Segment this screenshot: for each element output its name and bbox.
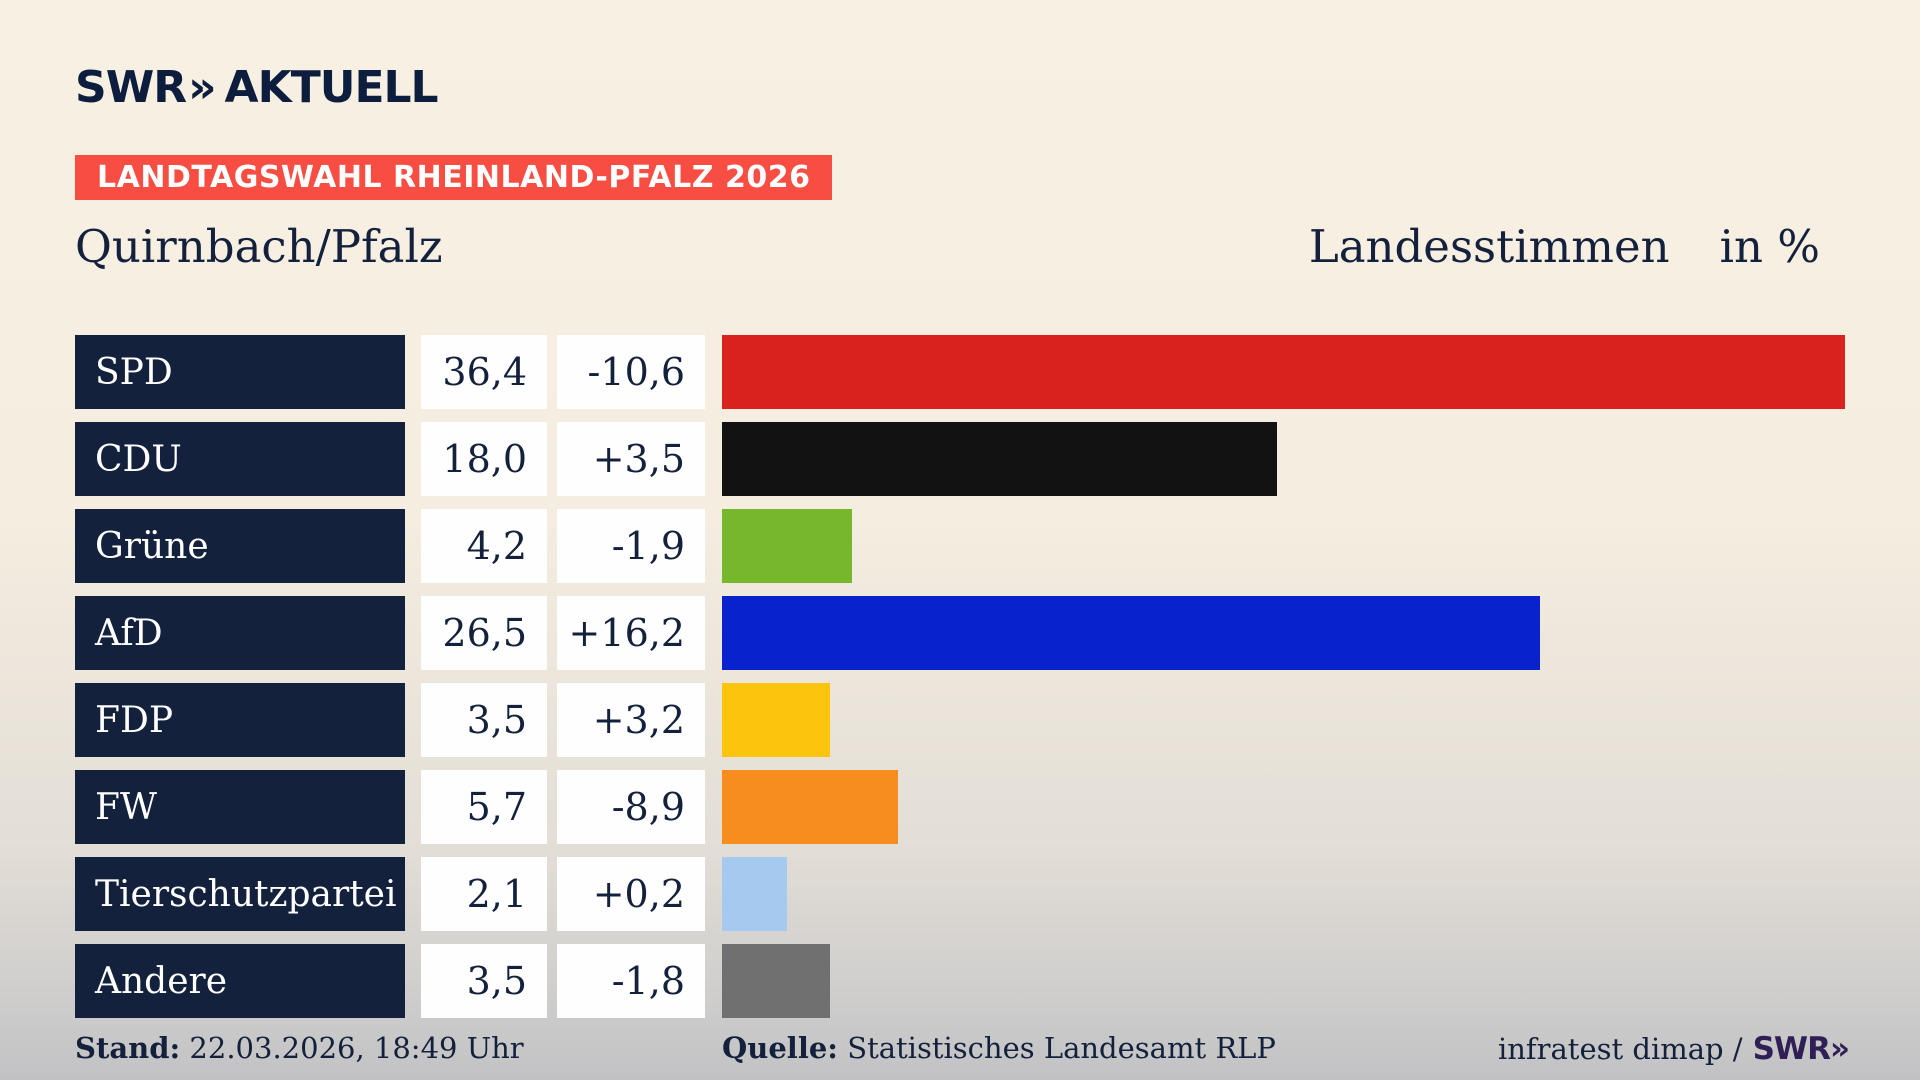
- cell-gap: [705, 857, 722, 931]
- bar-track: [722, 335, 1845, 409]
- cell-gap: [405, 509, 421, 583]
- table-row: FDP 3,5 +3,2: [75, 683, 1845, 757]
- bar-track: [722, 944, 1845, 1018]
- table-row: Tierschutzpartei 2,1 +0,2: [75, 857, 1845, 931]
- footer-stand: Stand: 22.03.2026, 18:49 Uhr: [75, 1031, 524, 1065]
- bar-track: [722, 422, 1845, 496]
- cell-gap: [705, 944, 722, 1018]
- cell-gap: [405, 335, 421, 409]
- swr-aktuell-logo: SWR » AKTUELL: [75, 62, 439, 113]
- cell-gap: [705, 770, 722, 844]
- value-cell: 18,0: [421, 422, 547, 496]
- value-cell: 5,7: [421, 770, 547, 844]
- bar-SPD: [722, 335, 1845, 409]
- change-cell: -10,6: [557, 335, 705, 409]
- table-row: SPD 36,4 -10,6: [75, 335, 1845, 409]
- change-cell: -1,9: [557, 509, 705, 583]
- swr-logo-chevrons-icon: »: [188, 62, 217, 113]
- cell-gap: [705, 596, 722, 670]
- cell-gap: [405, 422, 421, 496]
- aktuell-logo-text: AKTUELL: [224, 62, 439, 113]
- bar-track: [722, 857, 1845, 931]
- change-cell: +16,2: [557, 596, 705, 670]
- stand-label: Stand:: [75, 1031, 181, 1065]
- cell-gap: [405, 857, 421, 931]
- cell-gap: [405, 944, 421, 1018]
- bar-AfD: [722, 596, 1540, 670]
- party-label-cell: AfD: [75, 596, 405, 670]
- quelle-value: Statistisches Landesamt RLP: [847, 1031, 1276, 1065]
- cell-gap: [405, 683, 421, 757]
- bar-Grüne: [722, 509, 852, 583]
- swr-footer-logo-chevrons-icon: »: [1829, 1031, 1850, 1067]
- table-row: AfD 26,5 +16,2: [75, 596, 1845, 670]
- swr-logo-text: SWR: [75, 62, 187, 113]
- value-cell: 4,2: [421, 509, 547, 583]
- party-label-cell: Tierschutzpartei: [75, 857, 405, 931]
- bar-track: [722, 596, 1845, 670]
- party-label-cell: Grüne: [75, 509, 405, 583]
- cell-gap: [405, 596, 421, 670]
- value-cell: 3,5: [421, 683, 547, 757]
- table-row: CDU 18,0 +3,5: [75, 422, 1845, 496]
- change-cell: +3,2: [557, 683, 705, 757]
- unit-label: in %: [1719, 220, 1820, 273]
- change-cell: -1,8: [557, 944, 705, 1018]
- table-row: Andere 3,5 -1,8: [75, 944, 1845, 1018]
- table-row: FW 5,7 -8,9: [75, 770, 1845, 844]
- party-label-cell: FW: [75, 770, 405, 844]
- cell-gap: [705, 335, 722, 409]
- party-label-cell: CDU: [75, 422, 405, 496]
- bar-track: [722, 683, 1845, 757]
- change-cell: +0,2: [557, 857, 705, 931]
- cell-gap: [547, 857, 557, 931]
- cell-gap: [547, 509, 557, 583]
- bar-CDU: [722, 422, 1278, 496]
- party-label-cell: FDP: [75, 683, 405, 757]
- results-table: SPD 36,4 -10,6 CDU 18,0 +3,5 Grüne 4,2 -…: [75, 335, 1845, 1031]
- stand-value: 22.03.2026, 18:49 Uhr: [189, 1031, 524, 1065]
- bar-Tierschutzpartei: [722, 857, 787, 931]
- party-label-cell: SPD: [75, 335, 405, 409]
- cell-gap: [547, 683, 557, 757]
- value-cell: 26,5: [421, 596, 547, 670]
- quelle-label: Quelle:: [722, 1031, 838, 1065]
- cell-gap: [547, 596, 557, 670]
- cell-gap: [705, 422, 722, 496]
- cell-gap: [405, 770, 421, 844]
- cell-gap: [705, 509, 722, 583]
- credit-text: infratest dimap /: [1497, 1032, 1743, 1066]
- bar-track: [722, 770, 1845, 844]
- cell-gap: [705, 683, 722, 757]
- value-cell: 2,1: [421, 857, 547, 931]
- measure-label: Landesstimmen: [1308, 220, 1670, 273]
- cell-gap: [547, 422, 557, 496]
- swr-footer-logo: SWR»: [1752, 1031, 1850, 1067]
- measure-title: Landesstimmen in %: [1309, 220, 1820, 273]
- swr-footer-logo-text: SWR: [1752, 1031, 1831, 1067]
- table-row: Grüne 4,2 -1,9: [75, 509, 1845, 583]
- cell-gap: [547, 944, 557, 1018]
- change-cell: +3,5: [557, 422, 705, 496]
- election-banner: LANDTAGSWAHL RHEINLAND-PFALZ 2026: [75, 155, 833, 200]
- bar-FDP: [722, 683, 830, 757]
- cell-gap: [547, 335, 557, 409]
- party-label-cell: Andere: [75, 944, 405, 1018]
- value-cell: 3,5: [421, 944, 547, 1018]
- footer-credit: infratest dimap / SWR»: [1497, 1031, 1850, 1067]
- municipality-title: Quirnbach/Pfalz: [75, 220, 443, 273]
- bar-FW: [722, 770, 898, 844]
- change-cell: -8,9: [557, 770, 705, 844]
- footer-quelle: Quelle: Statistisches Landesamt RLP: [722, 1031, 1276, 1065]
- value-cell: 36,4: [421, 335, 547, 409]
- bar-track: [722, 509, 1845, 583]
- cell-gap: [547, 770, 557, 844]
- bar-Andere: [722, 944, 830, 1018]
